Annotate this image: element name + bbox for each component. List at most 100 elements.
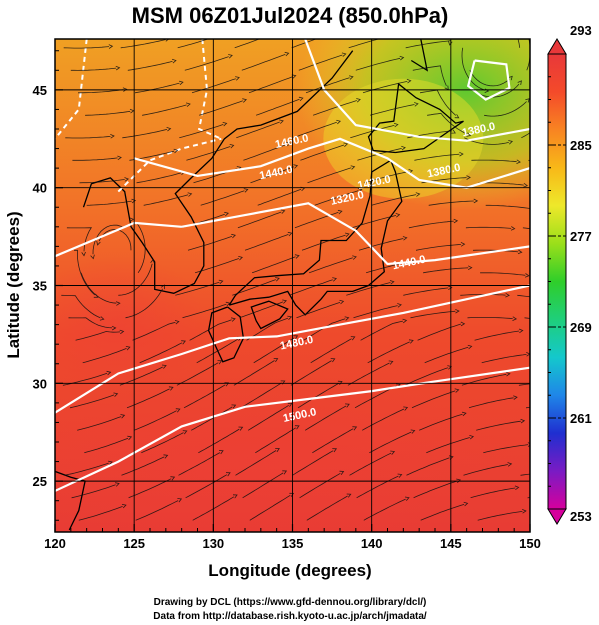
y-tick-label: 30 [33,376,47,391]
streamline-arrow [352,426,358,431]
streamline [175,281,220,296]
colorbar: 293 285 277 269 261 253 [547,23,592,525]
coastline [250,300,289,330]
border-line [197,39,222,140]
streamline [298,54,343,71]
streamline [290,360,332,386]
streamline [122,129,168,139]
contour-line [55,284,530,414]
streamline-arrow [466,132,472,137]
plot-area: 1440.01460.01320.01380.01380.01420.01440… [55,39,589,532]
streamline [314,190,359,206]
streamline-arrow [294,254,300,259]
streamline [78,89,124,94]
streamline-arrow [119,329,125,335]
streamline-arrow [350,165,356,170]
streamline [236,121,280,139]
streamline [520,473,530,476]
streamline-arrow [280,209,286,214]
streamline [415,244,462,251]
streamline-arrow [108,44,114,49]
streamline [247,404,289,431]
streamline-arrow [229,144,235,149]
streamline-arrow [451,129,456,134]
streamline-arrow [225,301,231,307]
streamline [476,420,521,431]
streamline [469,70,510,87]
streamline [128,478,172,499]
streamline [481,354,527,364]
grid-lines [55,39,530,532]
colorbar-tick-label: 261 [570,411,592,426]
streamline-arrow [224,211,230,217]
streamline-arrow [243,188,249,193]
streamline [426,437,470,454]
streamline-arrow [461,411,467,417]
streamline-arrow [332,277,338,282]
streamline-arrow [336,119,342,125]
streamline [480,272,526,276]
streamline [461,47,486,91]
streamline [142,104,187,116]
streamline-arrow [402,236,408,241]
streamline-arrow [341,52,347,57]
streamline-arrow [293,335,299,340]
streamline-arrow [460,321,466,327]
streamline-arrow [357,188,363,193]
streamline [118,263,153,296]
colorbar-tick-label: 269 [570,320,592,335]
streamline-arrow [174,320,180,325]
streamline-arrow [131,198,137,204]
streamline [304,405,347,431]
streamline [257,188,302,206]
streamline-arrow [524,273,530,278]
streamline-arrow [115,301,121,306]
streamline [64,462,109,476]
streamline [358,238,404,251]
streamline-arrow [332,448,338,453]
streamline [299,472,341,499]
streamline [119,366,163,386]
streamline-arrow [181,340,186,345]
streamline-arrow [346,493,352,498]
streamline-arrow [585,124,589,128]
streamline-arrow [222,122,228,127]
contour-line [466,59,511,101]
x-tick-label: 130 [202,536,224,551]
streamline-arrow [111,325,117,331]
streamline [86,200,132,206]
streamline [185,474,228,499]
streamline [363,498,406,521]
colorbar-tick-label: 253 [570,509,592,524]
mild-region [323,78,484,199]
streamline-arrow [161,364,167,369]
streamline-arrow [284,51,290,57]
streamline-arrow [415,192,421,197]
streamline [307,167,352,184]
streamline [70,67,117,71]
streamline [127,60,173,71]
streamline-arrow [350,336,356,341]
streamline-arrow [173,148,179,154]
streamline-arrow [574,258,578,262]
streamline [518,383,530,386]
streamline-arrow [231,317,236,322]
streamline [82,348,127,364]
streamline [289,279,333,296]
streamline-arrow [531,207,535,211]
streamline [78,506,123,521]
streamline-arrow [348,75,354,80]
y-tick-label: 35 [33,279,47,294]
streamline-arrow [168,386,174,391]
streamline [485,204,530,209]
streamline [293,121,337,139]
streamline-arrow [225,472,231,477]
streamline-arrow [120,414,126,419]
streamline [420,504,465,521]
x-tick-label: 145 [440,536,462,551]
streamline-arrow [343,142,349,147]
streamline-arrow [456,478,462,483]
streamline [463,464,508,476]
streamline-arrow [467,265,473,271]
